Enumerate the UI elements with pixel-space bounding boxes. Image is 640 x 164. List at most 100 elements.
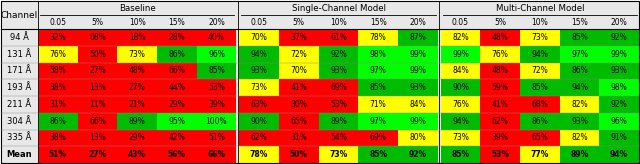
Bar <box>441 29 481 46</box>
Bar <box>319 146 358 163</box>
Text: 42%: 42% <box>168 133 185 142</box>
Text: 41%: 41% <box>291 83 307 92</box>
Text: 72%: 72% <box>531 66 548 75</box>
Bar <box>481 79 520 96</box>
Text: 94%: 94% <box>531 50 548 59</box>
Bar <box>398 29 438 46</box>
Text: 211 Å: 211 Å <box>8 100 31 109</box>
Bar <box>441 96 481 113</box>
Text: 15%: 15% <box>370 18 387 27</box>
Text: 92%: 92% <box>409 150 427 159</box>
Text: 97%: 97% <box>571 50 588 59</box>
Bar <box>441 113 481 130</box>
Bar <box>398 79 438 96</box>
Bar <box>117 29 157 46</box>
Text: 66%: 66% <box>168 66 185 75</box>
Text: 13%: 13% <box>89 83 106 92</box>
Text: 11%: 11% <box>89 100 106 109</box>
Bar <box>398 113 438 130</box>
Bar <box>77 113 117 130</box>
Text: 27%: 27% <box>129 83 145 92</box>
Text: 99%: 99% <box>410 117 426 126</box>
Bar <box>279 113 319 130</box>
Text: 31%: 31% <box>49 100 66 109</box>
Bar <box>481 96 520 113</box>
Bar <box>279 79 319 96</box>
Bar <box>319 62 358 79</box>
Text: 69%: 69% <box>370 133 387 142</box>
Text: 93%: 93% <box>410 83 426 92</box>
Bar <box>481 113 520 130</box>
Text: 72%: 72% <box>291 50 307 59</box>
Text: 84%: 84% <box>452 66 469 75</box>
Text: 90%: 90% <box>251 117 268 126</box>
Text: 39%: 39% <box>492 133 509 142</box>
Text: 96%: 96% <box>611 117 628 126</box>
Text: 86%: 86% <box>168 50 185 59</box>
Bar <box>196 146 236 163</box>
Text: 86%: 86% <box>571 66 588 75</box>
Bar <box>559 79 599 96</box>
Text: 15%: 15% <box>571 18 588 27</box>
Text: 76%: 76% <box>49 50 67 59</box>
Text: 78%: 78% <box>370 33 387 42</box>
Bar <box>157 62 196 79</box>
Bar <box>398 62 438 79</box>
Bar <box>239 130 279 146</box>
Bar <box>279 46 319 62</box>
Text: 40%: 40% <box>208 33 225 42</box>
Bar <box>599 96 639 113</box>
Bar <box>77 62 117 79</box>
Bar <box>441 130 481 146</box>
Text: 18%: 18% <box>129 33 145 42</box>
Text: 73%: 73% <box>452 133 469 142</box>
Bar <box>196 62 236 79</box>
Bar <box>319 46 358 62</box>
Text: 73%: 73% <box>330 150 348 159</box>
Text: 63%: 63% <box>251 100 268 109</box>
Text: 76%: 76% <box>492 50 509 59</box>
Text: 98%: 98% <box>611 83 628 92</box>
Bar <box>559 130 599 146</box>
Text: 13%: 13% <box>89 133 106 142</box>
Bar <box>77 96 117 113</box>
Bar <box>117 146 157 163</box>
Text: 73%: 73% <box>129 50 146 59</box>
Text: 27%: 27% <box>88 150 107 159</box>
Text: 85%: 85% <box>531 83 548 92</box>
Text: 53%: 53% <box>208 83 225 92</box>
Bar <box>520 46 559 62</box>
Bar <box>599 29 639 46</box>
Text: 30%: 30% <box>291 100 307 109</box>
Bar <box>279 96 319 113</box>
Text: 65%: 65% <box>531 133 548 142</box>
Bar <box>117 130 157 146</box>
Bar <box>481 62 520 79</box>
Bar <box>38 96 77 113</box>
Bar <box>239 79 279 96</box>
Bar <box>157 113 196 130</box>
Bar <box>599 113 639 130</box>
Bar <box>599 130 639 146</box>
Text: 21%: 21% <box>129 100 145 109</box>
Bar <box>520 146 559 163</box>
Text: 51%: 51% <box>49 150 67 159</box>
Text: 304 Å: 304 Å <box>8 117 31 126</box>
Text: 86%: 86% <box>531 117 548 126</box>
Text: 10%: 10% <box>531 18 548 27</box>
Bar <box>358 29 398 46</box>
Text: 51%: 51% <box>208 133 225 142</box>
Text: 62%: 62% <box>251 133 268 142</box>
Text: 20%: 20% <box>410 18 426 27</box>
Text: 56%: 56% <box>168 150 186 159</box>
Text: 80%: 80% <box>410 133 426 142</box>
Bar <box>481 46 520 62</box>
Text: 82%: 82% <box>571 100 588 109</box>
Text: 37%: 37% <box>291 33 307 42</box>
Text: 85%: 85% <box>208 66 225 75</box>
Text: 85%: 85% <box>369 150 387 159</box>
Bar <box>77 146 117 163</box>
Text: 29%: 29% <box>129 133 145 142</box>
Bar <box>441 146 481 163</box>
Text: 89%: 89% <box>330 117 347 126</box>
